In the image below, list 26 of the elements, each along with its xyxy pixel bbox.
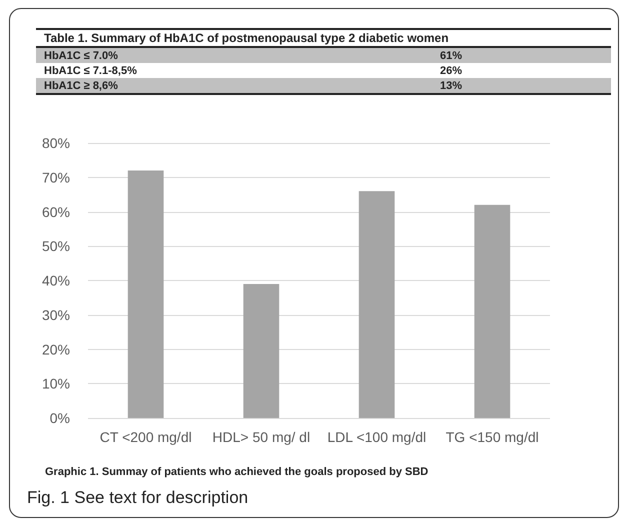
y-tick-label: 10% xyxy=(42,376,70,392)
bar xyxy=(128,170,164,418)
y-tick-label: 80% xyxy=(42,135,70,151)
y-tick-label: 40% xyxy=(42,272,70,288)
y-tick-label: 60% xyxy=(42,204,70,220)
x-tick-label: TG <150 mg/dl xyxy=(446,429,539,445)
x-tick-label: LDL <100 mg/dl xyxy=(327,429,426,445)
text: Table 1. Summary of HbA1C of postmenopausal type 2 diabetic women xyxy=(36,29,611,47)
category-label: HbA1C ≤ 7.1-8,5% xyxy=(36,63,432,78)
table-row-shade: HbA1C ≥ 8,6% 13% xyxy=(36,78,611,94)
bar xyxy=(358,191,395,418)
text: Graphic 1. Summay of patients who achieved the goals proposed by SBD xyxy=(45,466,430,478)
table-row-shade: HbA1C ≤ 7.1-8,5% 26% xyxy=(36,63,611,78)
y-tick-label: 70% xyxy=(42,169,70,186)
table-row-shade: HbA1C ≤ 7.0% 61% xyxy=(36,47,611,63)
category-label: HbA1C ≥ 8,6% xyxy=(36,78,432,94)
y-tick-label: 50% xyxy=(42,238,70,254)
y-tick-label: 20% xyxy=(42,341,70,358)
y-tick-label: 0% xyxy=(50,410,70,426)
bar xyxy=(474,204,510,418)
y-tick-label: 30% xyxy=(42,306,70,323)
x-tick-label: HDL> 50 mg/ dl xyxy=(212,429,310,445)
bar xyxy=(243,284,280,418)
x-tick-label: CT <200 mg/dl xyxy=(100,429,192,445)
caption: Fig. 1 See text for description xyxy=(27,488,250,508)
category-label: HbA1C ≤ 7.0% xyxy=(36,47,432,63)
